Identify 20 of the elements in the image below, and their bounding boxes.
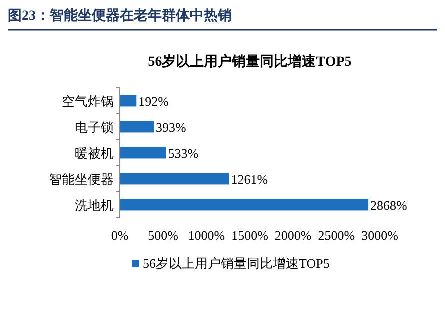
data-label: 192% — [138, 94, 170, 109]
y-tick-label: 洗地机 — [75, 198, 114, 213]
subtitle: 56岁以上用户销量同比增速TOP5 — [148, 55, 352, 70]
y-tick-label: 智能坐便器 — [49, 172, 114, 187]
data-label: 1261% — [231, 172, 268, 187]
data-label: 533% — [168, 146, 199, 161]
x-tick-label: 2500% — [318, 228, 356, 243]
y-tick-label: 电子锁 — [75, 120, 114, 135]
y-tick-label: 空气炸锅 — [62, 94, 114, 109]
x-tick-label: 500% — [148, 228, 179, 243]
data-label: 2868% — [370, 198, 408, 213]
title: 图23：智能坐便器在老年群体中热销 — [8, 9, 232, 24]
data-label: 393% — [156, 120, 187, 135]
x-tick-label: 0% — [111, 228, 129, 243]
x-tick-label: 3000% — [362, 228, 399, 243]
x-tick-label: 2000% — [274, 228, 312, 243]
y-tick-label: 暖被机 — [75, 146, 114, 161]
legend-label: 56岁以上用户销量同比增速TOP5 — [143, 256, 330, 271]
x-tick-label: 1000% — [188, 228, 226, 243]
x-tick-label: 1500% — [232, 228, 269, 243]
